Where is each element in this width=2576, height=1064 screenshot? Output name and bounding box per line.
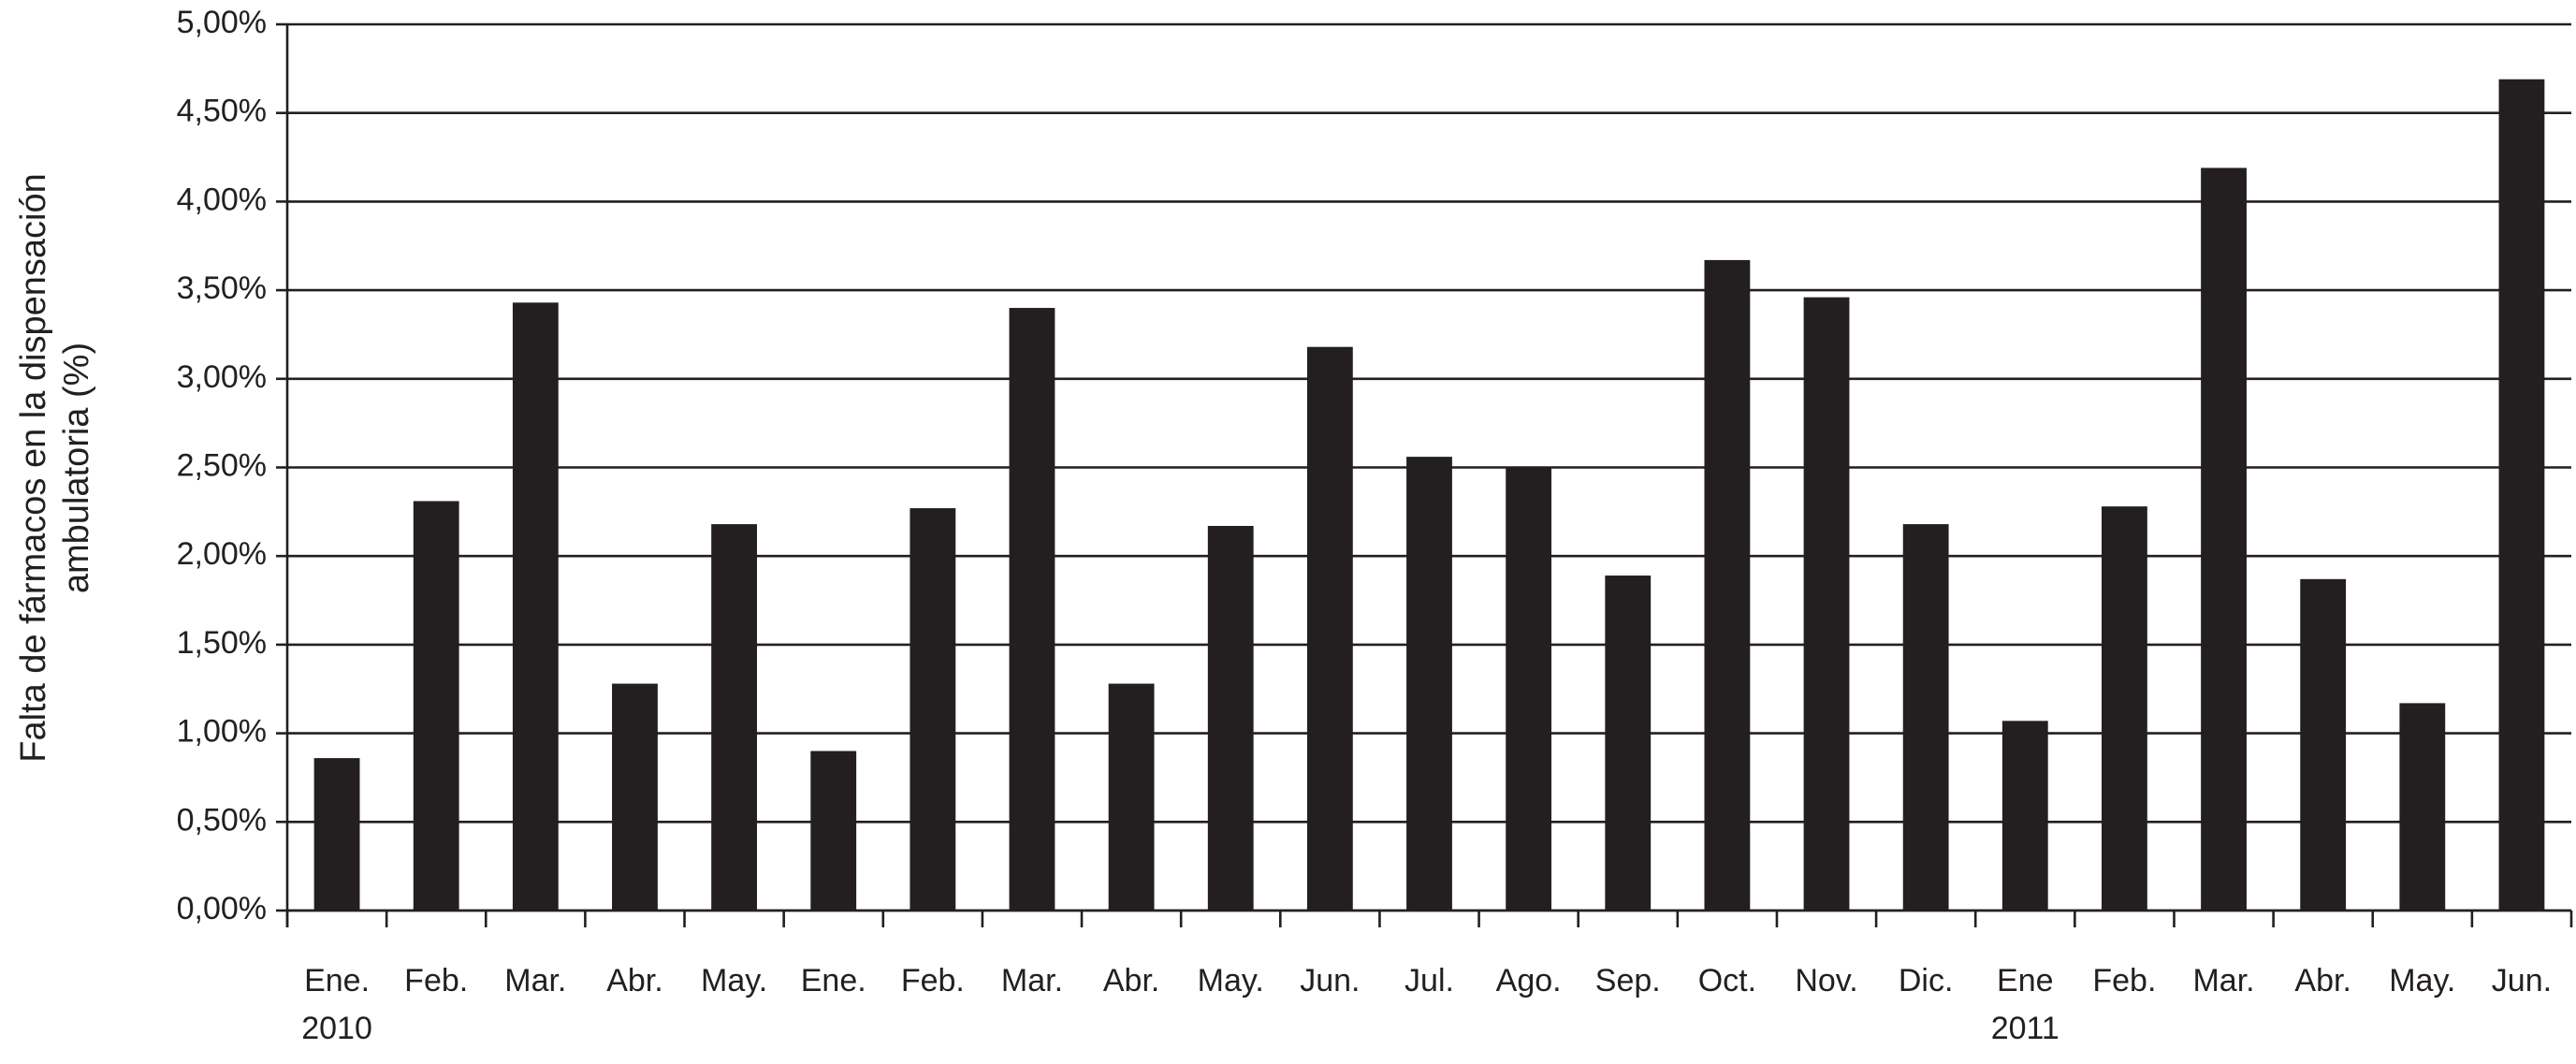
y-axis-title-line: ambulatoria (%) bbox=[57, 343, 96, 593]
y-tick-label: 0,50% bbox=[177, 802, 267, 838]
x-tick-label: Jul. bbox=[1404, 963, 1454, 998]
y-tick-label: 1,50% bbox=[177, 625, 267, 661]
bar bbox=[2001, 721, 2048, 911]
bar bbox=[711, 524, 757, 911]
x-tick-label: May. bbox=[1198, 963, 1264, 998]
y-tick-label: 0,00% bbox=[177, 891, 267, 926]
x-tick-label: Abr. bbox=[1103, 963, 1159, 998]
bar bbox=[1306, 346, 1353, 911]
x-tick-label: Nov. bbox=[1795, 963, 1857, 998]
bar bbox=[1605, 576, 1652, 911]
y-tick-label: 4,00% bbox=[177, 182, 267, 217]
bar bbox=[910, 508, 956, 911]
bar bbox=[2201, 168, 2247, 911]
bar bbox=[512, 302, 559, 911]
bar bbox=[1803, 297, 1850, 911]
bar bbox=[1704, 259, 1751, 911]
x-tick-label: Ene bbox=[1997, 963, 2054, 998]
x-tick-label: Feb. bbox=[404, 963, 468, 998]
bar bbox=[2102, 506, 2147, 911]
y-tick-label: 2,00% bbox=[177, 536, 267, 572]
x-tick-label: Feb. bbox=[2092, 963, 2156, 998]
bar bbox=[1406, 457, 1452, 911]
x-tick-label: Oct. bbox=[1698, 963, 1756, 998]
y-axis-title: Falta de fármacos en la dispensación amb… bbox=[14, 173, 96, 762]
x-tick-label: Ago. bbox=[1496, 963, 1562, 998]
bar bbox=[313, 758, 360, 911]
x-tick-label: Feb. bbox=[901, 963, 965, 998]
x-tick-label: May. bbox=[2389, 963, 2455, 998]
x-tick-label: Ene. bbox=[304, 963, 370, 998]
x-tick-label: Abr. bbox=[606, 963, 662, 998]
bar bbox=[1506, 467, 1552, 911]
x-tick-label: Sep. bbox=[1595, 963, 1661, 998]
y-tick-label: 1,00% bbox=[177, 714, 267, 750]
x-tick-label: Ene. bbox=[801, 963, 866, 998]
bar bbox=[1207, 526, 1254, 911]
x-tick-label: Jun. bbox=[2492, 963, 2552, 998]
bar bbox=[1902, 524, 1949, 911]
bar bbox=[612, 683, 658, 911]
y-tick-label: 3,50% bbox=[177, 270, 267, 306]
y-tick-label: 3,00% bbox=[177, 359, 267, 395]
bar bbox=[810, 751, 857, 911]
x-tick-label: Mar. bbox=[1001, 963, 1063, 998]
y-axis-title-line: Falta de fármacos en la dispensación bbox=[14, 173, 53, 762]
y-tick-label: 5,00% bbox=[177, 5, 267, 40]
x-tick-label: May. bbox=[701, 963, 767, 998]
bar bbox=[2498, 79, 2545, 911]
bar bbox=[413, 501, 459, 911]
x-tick-label: Dic. bbox=[1899, 963, 1954, 998]
x-tick-label: Abr. bbox=[2294, 963, 2350, 998]
bar bbox=[2399, 703, 2446, 911]
x-group-label: 2010 bbox=[301, 1011, 372, 1046]
x-group-label: 2011 bbox=[1991, 1011, 2059, 1046]
x-tick-label: Mar. bbox=[504, 963, 566, 998]
bar bbox=[2300, 578, 2347, 911]
x-tick-label: Jun. bbox=[1300, 963, 1360, 998]
y-tick-label: 2,50% bbox=[177, 447, 267, 483]
y-tick-label: 4,50% bbox=[177, 94, 267, 129]
bar bbox=[1009, 308, 1055, 911]
x-tick-label: Mar. bbox=[2192, 963, 2254, 998]
bar bbox=[1108, 683, 1155, 911]
